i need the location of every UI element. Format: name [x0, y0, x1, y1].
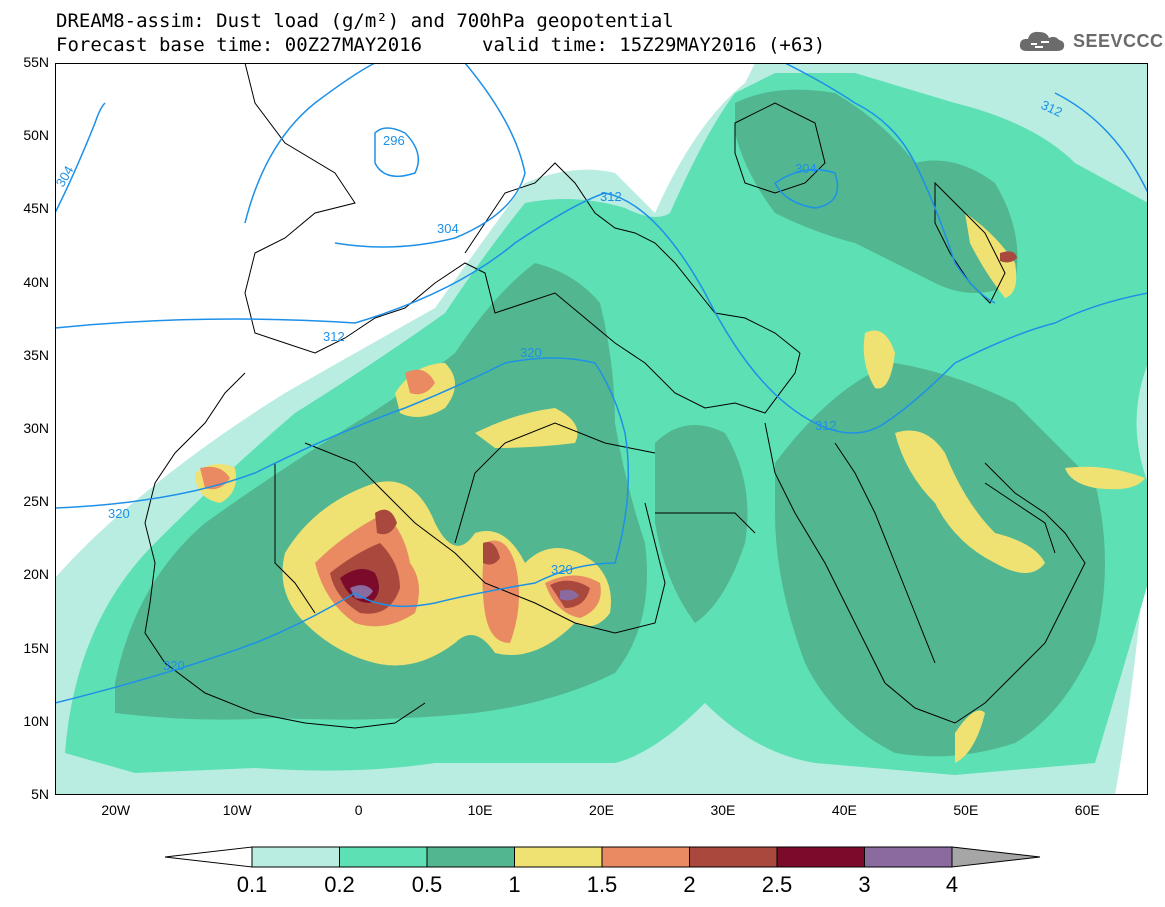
colorbar-label: 0.2 — [324, 872, 355, 897]
colorbar-low-triangle — [164, 846, 253, 868]
contour-label: 304 — [437, 221, 459, 236]
dust-band-1-somalia — [955, 710, 985, 763]
logo-text: SEEVCCC — [1073, 30, 1164, 51]
geopotential-contours — [55, 63, 1148, 704]
colorbar-label: 4 — [945, 872, 959, 897]
contour-label: 320 — [520, 345, 542, 360]
contour-label: 320 — [108, 506, 130, 521]
contour-label: 320 — [163, 658, 185, 673]
dust-band-1-persian-gulf — [1065, 466, 1145, 490]
map-title: DREAM8-assim: Dust load (g/m²) and 700hP… — [56, 10, 674, 32]
valid-time: valid time: 15Z29MAY2016 (+63) — [482, 34, 826, 56]
dust-band-1-libya — [475, 408, 578, 448]
lon-tick-label: 10E — [467, 802, 493, 818]
dust-band-2-b — [375, 509, 397, 535]
dust-band-0-5-east — [775, 363, 1105, 757]
lon-tick-label: 30E — [710, 802, 736, 818]
colorbar-segment — [601, 846, 690, 868]
lat-tick-label: 15N — [23, 639, 49, 656]
seevccc-logo: SEEVCCC — [1017, 26, 1164, 56]
contour-label: 312 — [600, 189, 622, 204]
dust-band-1-5-d — [405, 369, 435, 395]
dust-band-3-b — [560, 589, 579, 601]
colorbar-label: 0.1 — [236, 872, 268, 897]
lon-tick-label: 60E — [1074, 802, 1100, 818]
dust-band-1-iraq — [863, 330, 895, 389]
colorbar-segment — [339, 846, 428, 868]
dust-band-3 — [350, 585, 373, 599]
contour-label: 304 — [795, 161, 817, 176]
colorbar-label: 3 — [858, 872, 871, 897]
dust-band-2-e — [1000, 251, 1017, 263]
lat-tick-label: 20N — [23, 566, 49, 583]
lat-tick-label: 40N — [23, 273, 49, 290]
lon-tick-label: 10W — [222, 802, 252, 818]
coastlines — [144, 63, 1086, 729]
dust-load-map: 304 296 304 312 304 312 312 320 312 320 … — [55, 63, 1148, 795]
colorbar-high-triangle — [951, 846, 1041, 868]
cloud-icon — [1019, 31, 1065, 51]
lon-tick-label: 0 — [354, 802, 363, 818]
colorbar-segment — [514, 846, 603, 868]
colorbar-label: 2 — [683, 872, 696, 897]
dust-band-0-5-caspian — [735, 89, 1018, 294]
lat-tick-label: 45N — [23, 200, 49, 217]
lat-tick-label: 25N — [23, 493, 49, 510]
lat-tick-label: 10N — [23, 712, 49, 729]
contour-label: 296 — [383, 133, 405, 148]
colorbar-segment — [864, 846, 953, 868]
colorbar-segment — [689, 846, 778, 868]
colorbar-label: 2.5 — [761, 872, 793, 897]
map-canvas: 304 296 304 312 304 312 312 320 312 320 … — [55, 63, 1148, 795]
lat-tick-label: 55N — [23, 54, 49, 70]
lon-tick-label: 20W — [101, 802, 131, 818]
lon-tick-label: 40E — [831, 802, 857, 818]
colorbar-label: 1.5 — [586, 872, 618, 897]
lat-tick-label: 30N — [23, 420, 49, 436]
dust-band-1-saudi — [895, 430, 1045, 573]
colorbar-label: 1 — [508, 872, 521, 897]
contour-labels: 304 296 304 312 304 312 312 320 312 320 … — [55, 97, 1065, 673]
lon-tick-label: 50E — [953, 802, 979, 818]
contour-label: 312 — [323, 329, 345, 344]
dust-band-2-c — [483, 542, 500, 565]
colorbar-label: 0.5 — [411, 872, 443, 897]
dust-band-1-5-b — [482, 540, 519, 643]
colorbar-segment — [776, 846, 865, 868]
forecast-base-time: Forecast base time: 00Z27MAY2016 — [56, 34, 423, 56]
colorbar-segment — [426, 846, 515, 868]
contour-label: 304 — [55, 163, 76, 189]
lat-tick-label: 5N — [31, 786, 49, 802]
lat-tick-label: 35N — [23, 346, 49, 363]
dust-band-0-5-mid — [655, 425, 748, 623]
colorbar-segment — [251, 846, 340, 868]
contour-label: 320 — [551, 562, 573, 577]
lat-tick-label: 50N — [23, 127, 49, 144]
contour-label: 312 — [815, 418, 837, 433]
lon-tick-label: 20E — [589, 802, 614, 818]
